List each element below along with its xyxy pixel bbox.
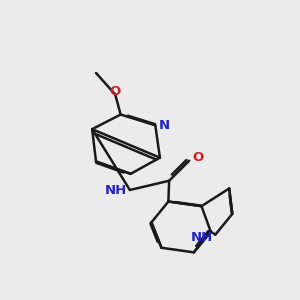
- Text: O: O: [110, 85, 121, 98]
- Text: NH: NH: [191, 231, 213, 244]
- Text: NH: NH: [105, 184, 127, 196]
- Text: N: N: [159, 119, 170, 132]
- Text: O: O: [192, 151, 203, 164]
